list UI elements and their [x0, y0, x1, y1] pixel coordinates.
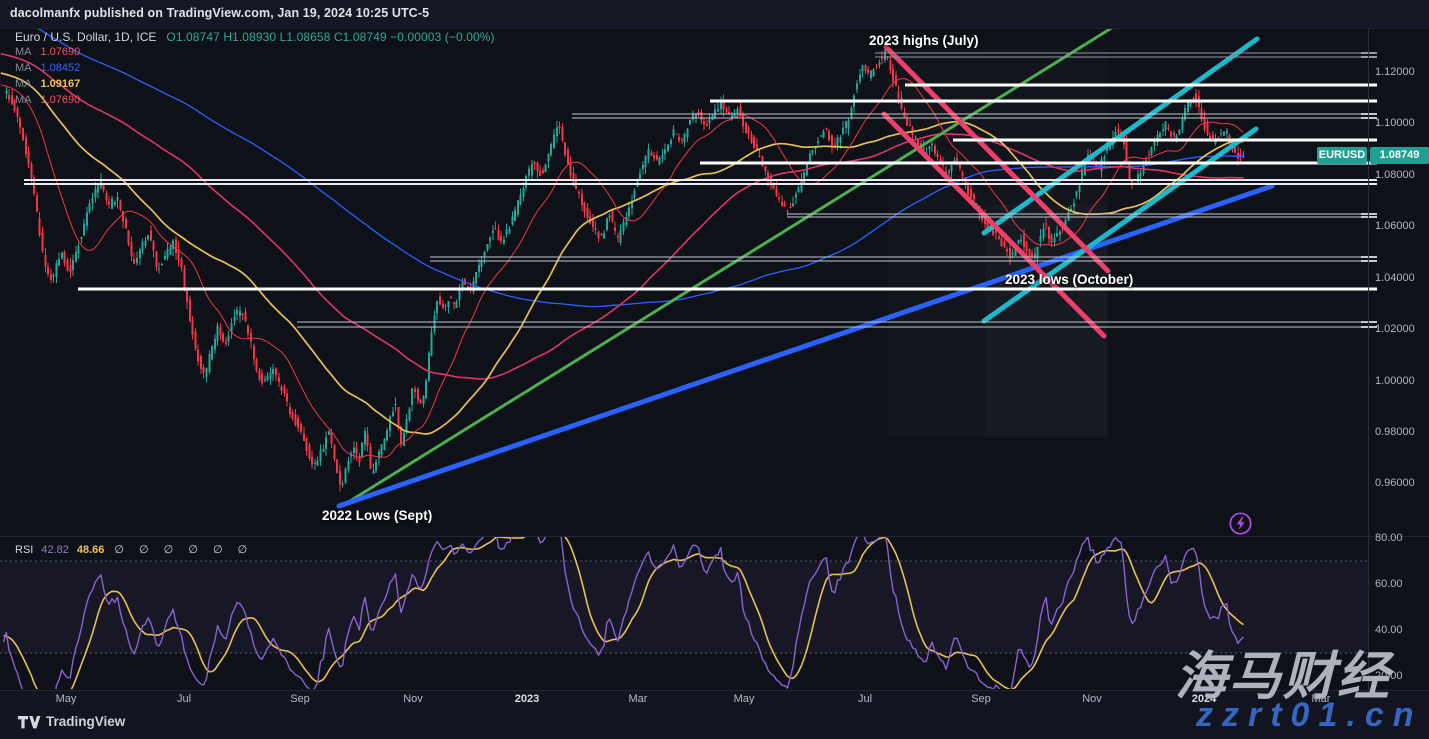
boost-circle	[1229, 512, 1252, 535]
annotation-2022-lows: 2022 Lows (Sept)	[322, 508, 433, 523]
symbol-title[interactable]: Euro / U.S. Dollar, 1D, ICE	[15, 30, 157, 44]
rsi-band	[0, 561, 1368, 653]
ma-legend-row-2[interactable]: MA 1.08452	[15, 62, 81, 74]
price-tick: 0.98000	[1375, 426, 1415, 438]
rsi-title[interactable]: RSI	[15, 544, 34, 556]
rsi-value: 42.82	[41, 544, 69, 556]
price-tick: 1.12000	[1375, 66, 1415, 78]
time-tick-year: 2024	[1191, 693, 1217, 705]
pane-divider[interactable]	[0, 536, 1429, 537]
rsi-empty-slots: ∅ ∅ ∅ ∅ ∅ ∅	[114, 544, 254, 556]
rsi-legend[interactable]: RSI 42.82 48.66 ∅ ∅ ∅ ∅ ∅ ∅	[15, 543, 253, 556]
price-tick: 1.10000	[1375, 117, 1415, 129]
ma-curve	[35, 28, 1244, 308]
watermark-cn: 海马财经	[1175, 648, 1392, 706]
price-tick: 1.04000	[1375, 272, 1415, 284]
price-tick: 1.02000	[1375, 323, 1415, 335]
annotation-2023-lows: 2023 lows (October)	[1005, 272, 1134, 287]
rsi-ma-value: 48.66	[76, 544, 105, 556]
time-tick: May	[733, 693, 755, 705]
rsi-tick: 20.00	[1375, 670, 1403, 682]
tradingview-logo-icon[interactable]	[18, 715, 42, 730]
ma-legend-row-3[interactable]: MA 1.09167	[15, 78, 81, 90]
time-tick: Nov	[403, 693, 423, 705]
time-tick: Nov	[1082, 693, 1102, 705]
price-tick: 1.00000	[1375, 375, 1415, 387]
lightning-icon	[1236, 516, 1245, 530]
price-tick: 0.96000	[1375, 477, 1415, 489]
footer-bar: TradingView	[0, 708, 1429, 739]
watermark-url: zzrt01.cn	[1196, 696, 1423, 734]
attribution-text: dacolmanfx published on TradingView.com,…	[10, 6, 430, 20]
tradingview-brand-text[interactable]: TradingView	[46, 714, 126, 729]
time-tick: Mar	[1311, 693, 1331, 705]
rsi-line	[2, 537, 1244, 689]
price-scale-border	[1368, 28, 1369, 707]
rsi-tick: 80.00	[1375, 532, 1403, 544]
candles	[5, 46, 1245, 492]
annotation-2023-highs: 2023 highs (July)	[869, 33, 979, 48]
ma-curve	[0, 72, 1244, 435]
time-tick: Sep	[971, 693, 991, 705]
time-tick: Sep	[290, 693, 310, 705]
last-price-label: 1.08749	[1370, 147, 1429, 164]
ma-legend-row-4[interactable]: MA 1.07690	[15, 94, 81, 106]
teal-channel-upper	[981, 36, 1260, 236]
rsi-tick: 40.00	[1375, 624, 1403, 636]
symbol-price-badge: EURUSD	[1317, 147, 1367, 164]
boost-lightning-button[interactable]	[1228, 511, 1253, 536]
ma-curve	[0, 78, 1244, 459]
ma-legend-row-1[interactable]: MA 1.07690	[15, 46, 81, 58]
rsi-tick: 60.00	[1375, 578, 1403, 590]
time-tick: May	[55, 693, 77, 705]
time-tick: Jul	[857, 693, 873, 705]
time-tick-year: 2023	[514, 693, 540, 705]
pink-channel-lower	[881, 111, 1107, 339]
price-tick: 1.08000	[1375, 169, 1415, 181]
time-tick: Jul	[176, 693, 192, 705]
price-tick: 1.06000	[1375, 220, 1415, 232]
green-uptrend	[340, 28, 1115, 508]
attribution-bar: dacolmanfx published on TradingView.com,…	[0, 0, 1429, 29]
rsi-ma-line	[3, 537, 1244, 689]
time-axis[interactable]: May Jul Sep Nov 2023 Mar May Jul Sep Nov…	[0, 690, 1429, 708]
ohlc-values: O1.08747 H1.08930 L1.08658 C1.08749 −0.0…	[166, 30, 495, 44]
time-tick: Mar	[628, 693, 648, 705]
symbol-legend[interactable]: Euro / U.S. Dollar, 1D, ICE O1.08747 H1.0…	[15, 30, 495, 44]
blue-uptrend	[336, 183, 1275, 509]
